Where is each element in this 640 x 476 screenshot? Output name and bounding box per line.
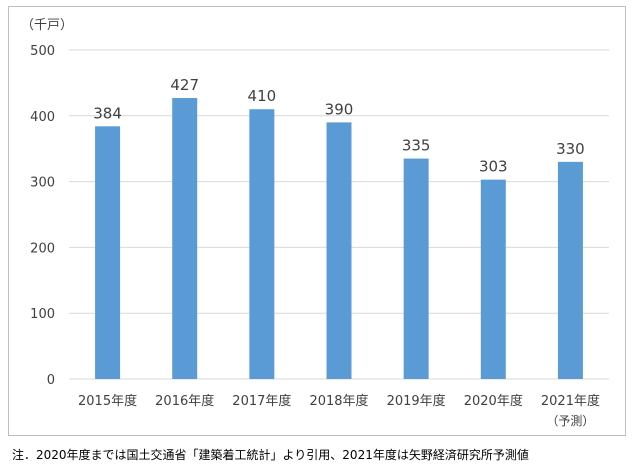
data-label: 330 bbox=[556, 140, 585, 158]
y-tick-label: 500 bbox=[30, 44, 55, 59]
data-label: 303 bbox=[479, 158, 508, 176]
y-axis-unit-label: （千戸） bbox=[21, 18, 73, 33]
footnote: 注．2020年度までは国土交通省「建築着工統計」より引用、2021年度は矢野経済… bbox=[12, 448, 529, 462]
bar bbox=[172, 98, 198, 379]
data-label: 427 bbox=[170, 76, 199, 94]
y-tick-label: 400 bbox=[30, 110, 55, 125]
data-label: 390 bbox=[325, 100, 354, 118]
data-label: 335 bbox=[402, 137, 431, 155]
y-tick-label: 100 bbox=[30, 307, 55, 322]
x-tick-label: 2020年度 bbox=[464, 393, 523, 409]
x-tick-label: 2016年度 bbox=[155, 393, 214, 409]
x-tick-label: 2018年度 bbox=[309, 393, 368, 409]
bar bbox=[95, 126, 121, 379]
bar bbox=[249, 109, 275, 379]
y-tick-label: 0 bbox=[47, 373, 55, 388]
x-tick-label: 2021年度 bbox=[541, 393, 600, 409]
x-tick-label: 2017年度 bbox=[232, 393, 291, 409]
x-tick-label: 2015年度 bbox=[78, 393, 137, 409]
x-axis-ticks: 2015年度 2016年度 2017年度 2018年度 2019年度 2020年度 2021… bbox=[78, 393, 600, 428]
x-tick-label: 2019年度 bbox=[387, 393, 446, 409]
bars bbox=[95, 98, 583, 379]
y-tick-label: 300 bbox=[30, 176, 55, 191]
data-label: 384 bbox=[93, 104, 122, 122]
data-labels: 384 427 410 390 335 303 330 bbox=[93, 76, 584, 176]
bar bbox=[326, 122, 352, 379]
y-axis-ticks: 0 100 200 300 400 500 bbox=[30, 44, 55, 388]
y-tick-label: 200 bbox=[30, 241, 55, 256]
bar-chart: （千戸） 0 100 200 300 400 500 384 427 410 390 335 303… bbox=[21, 18, 609, 428]
bar bbox=[480, 179, 506, 379]
bar bbox=[403, 158, 429, 379]
x-tick-note: （予測） bbox=[546, 414, 594, 428]
bar bbox=[557, 161, 583, 379]
chart-frame: （千戸） 0 100 200 300 400 500 384 427 410 390 335 303… bbox=[8, 6, 626, 436]
data-label: 410 bbox=[248, 87, 277, 105]
